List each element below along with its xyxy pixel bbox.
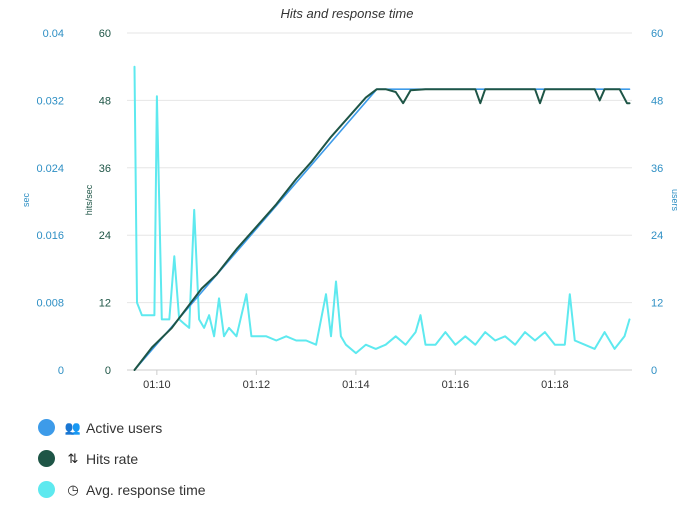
hits-tick-label: 60 bbox=[99, 28, 111, 40]
x-tick-label: 01:10 bbox=[143, 379, 171, 391]
sec-tick-label: 0 bbox=[58, 365, 64, 377]
legend-label: Avg. response time bbox=[86, 481, 206, 498]
users-icon: 👥 bbox=[64, 419, 82, 435]
users-tick-label: 12 bbox=[651, 298, 663, 310]
hits-tick-label: 24 bbox=[99, 230, 111, 242]
legend-item-active-users[interactable]: 👥 Active users bbox=[38, 412, 206, 443]
hits-tick-label: 12 bbox=[99, 298, 111, 310]
series-line-active-users bbox=[133, 88, 631, 371]
series-line-avg-response-time bbox=[133, 65, 631, 355]
sec-tick-label: 0.016 bbox=[36, 230, 64, 242]
x-tick-label: 01:12 bbox=[243, 379, 271, 391]
x-tick-label: 01:16 bbox=[442, 379, 470, 391]
users-tick-label: 24 bbox=[651, 230, 663, 242]
users-tick-label: 0 bbox=[651, 365, 657, 377]
hits-axis: 0 12 24 36 48 60 bbox=[99, 28, 111, 377]
legend-item-avg-response-time[interactable]: ◷ Avg. response time bbox=[38, 474, 206, 505]
legend-dot-hits-rate bbox=[38, 450, 55, 467]
users-axis-title: users bbox=[670, 189, 680, 212]
sec-tick-label: 0.04 bbox=[43, 28, 64, 40]
legend-dot-active-users bbox=[38, 419, 55, 436]
sort-arrows-icon: ⇅ bbox=[67, 450, 79, 466]
x-tick-label: 01:18 bbox=[541, 379, 569, 391]
series-line-hits-rate bbox=[133, 88, 631, 371]
series-lines bbox=[133, 65, 631, 371]
legend-dot-avg-response-time bbox=[38, 481, 55, 498]
sec-tick-label: 0.008 bbox=[36, 298, 64, 310]
hits-axis-title: hits/sec bbox=[84, 184, 94, 215]
hits-tick-label: 0 bbox=[105, 365, 111, 377]
legend: 👥 Active users ⇅ Hits rate ◷ Avg. respon… bbox=[38, 412, 206, 505]
hits-tick-label: 36 bbox=[99, 163, 111, 175]
chart-title: Hits and response time bbox=[281, 6, 414, 21]
legend-label: Active users bbox=[86, 419, 163, 436]
x-axis: 01:10 01:12 01:14 01:16 01:18 bbox=[143, 370, 569, 391]
legend-item-hits-rate[interactable]: ⇅ Hits rate bbox=[38, 443, 206, 474]
users-axis: 0 12 24 36 48 60 bbox=[651, 28, 663, 377]
sec-axis-title: sec bbox=[21, 193, 31, 208]
users-tick-label: 48 bbox=[651, 95, 663, 107]
users-tick-label: 36 bbox=[651, 163, 663, 175]
sec-axis: 0 0.008 0.016 0.024 0.032 0.04 bbox=[36, 28, 64, 377]
users-tick-label: 60 bbox=[651, 28, 663, 40]
clock-icon: ◷ bbox=[67, 481, 79, 497]
hits-tick-label: 48 bbox=[99, 95, 111, 107]
grid-lines bbox=[127, 32, 632, 371]
sec-tick-label: 0.032 bbox=[36, 95, 64, 107]
x-tick-label: 01:14 bbox=[342, 379, 370, 391]
sec-tick-label: 0.024 bbox=[36, 163, 64, 175]
legend-label: Hits rate bbox=[86, 450, 139, 467]
